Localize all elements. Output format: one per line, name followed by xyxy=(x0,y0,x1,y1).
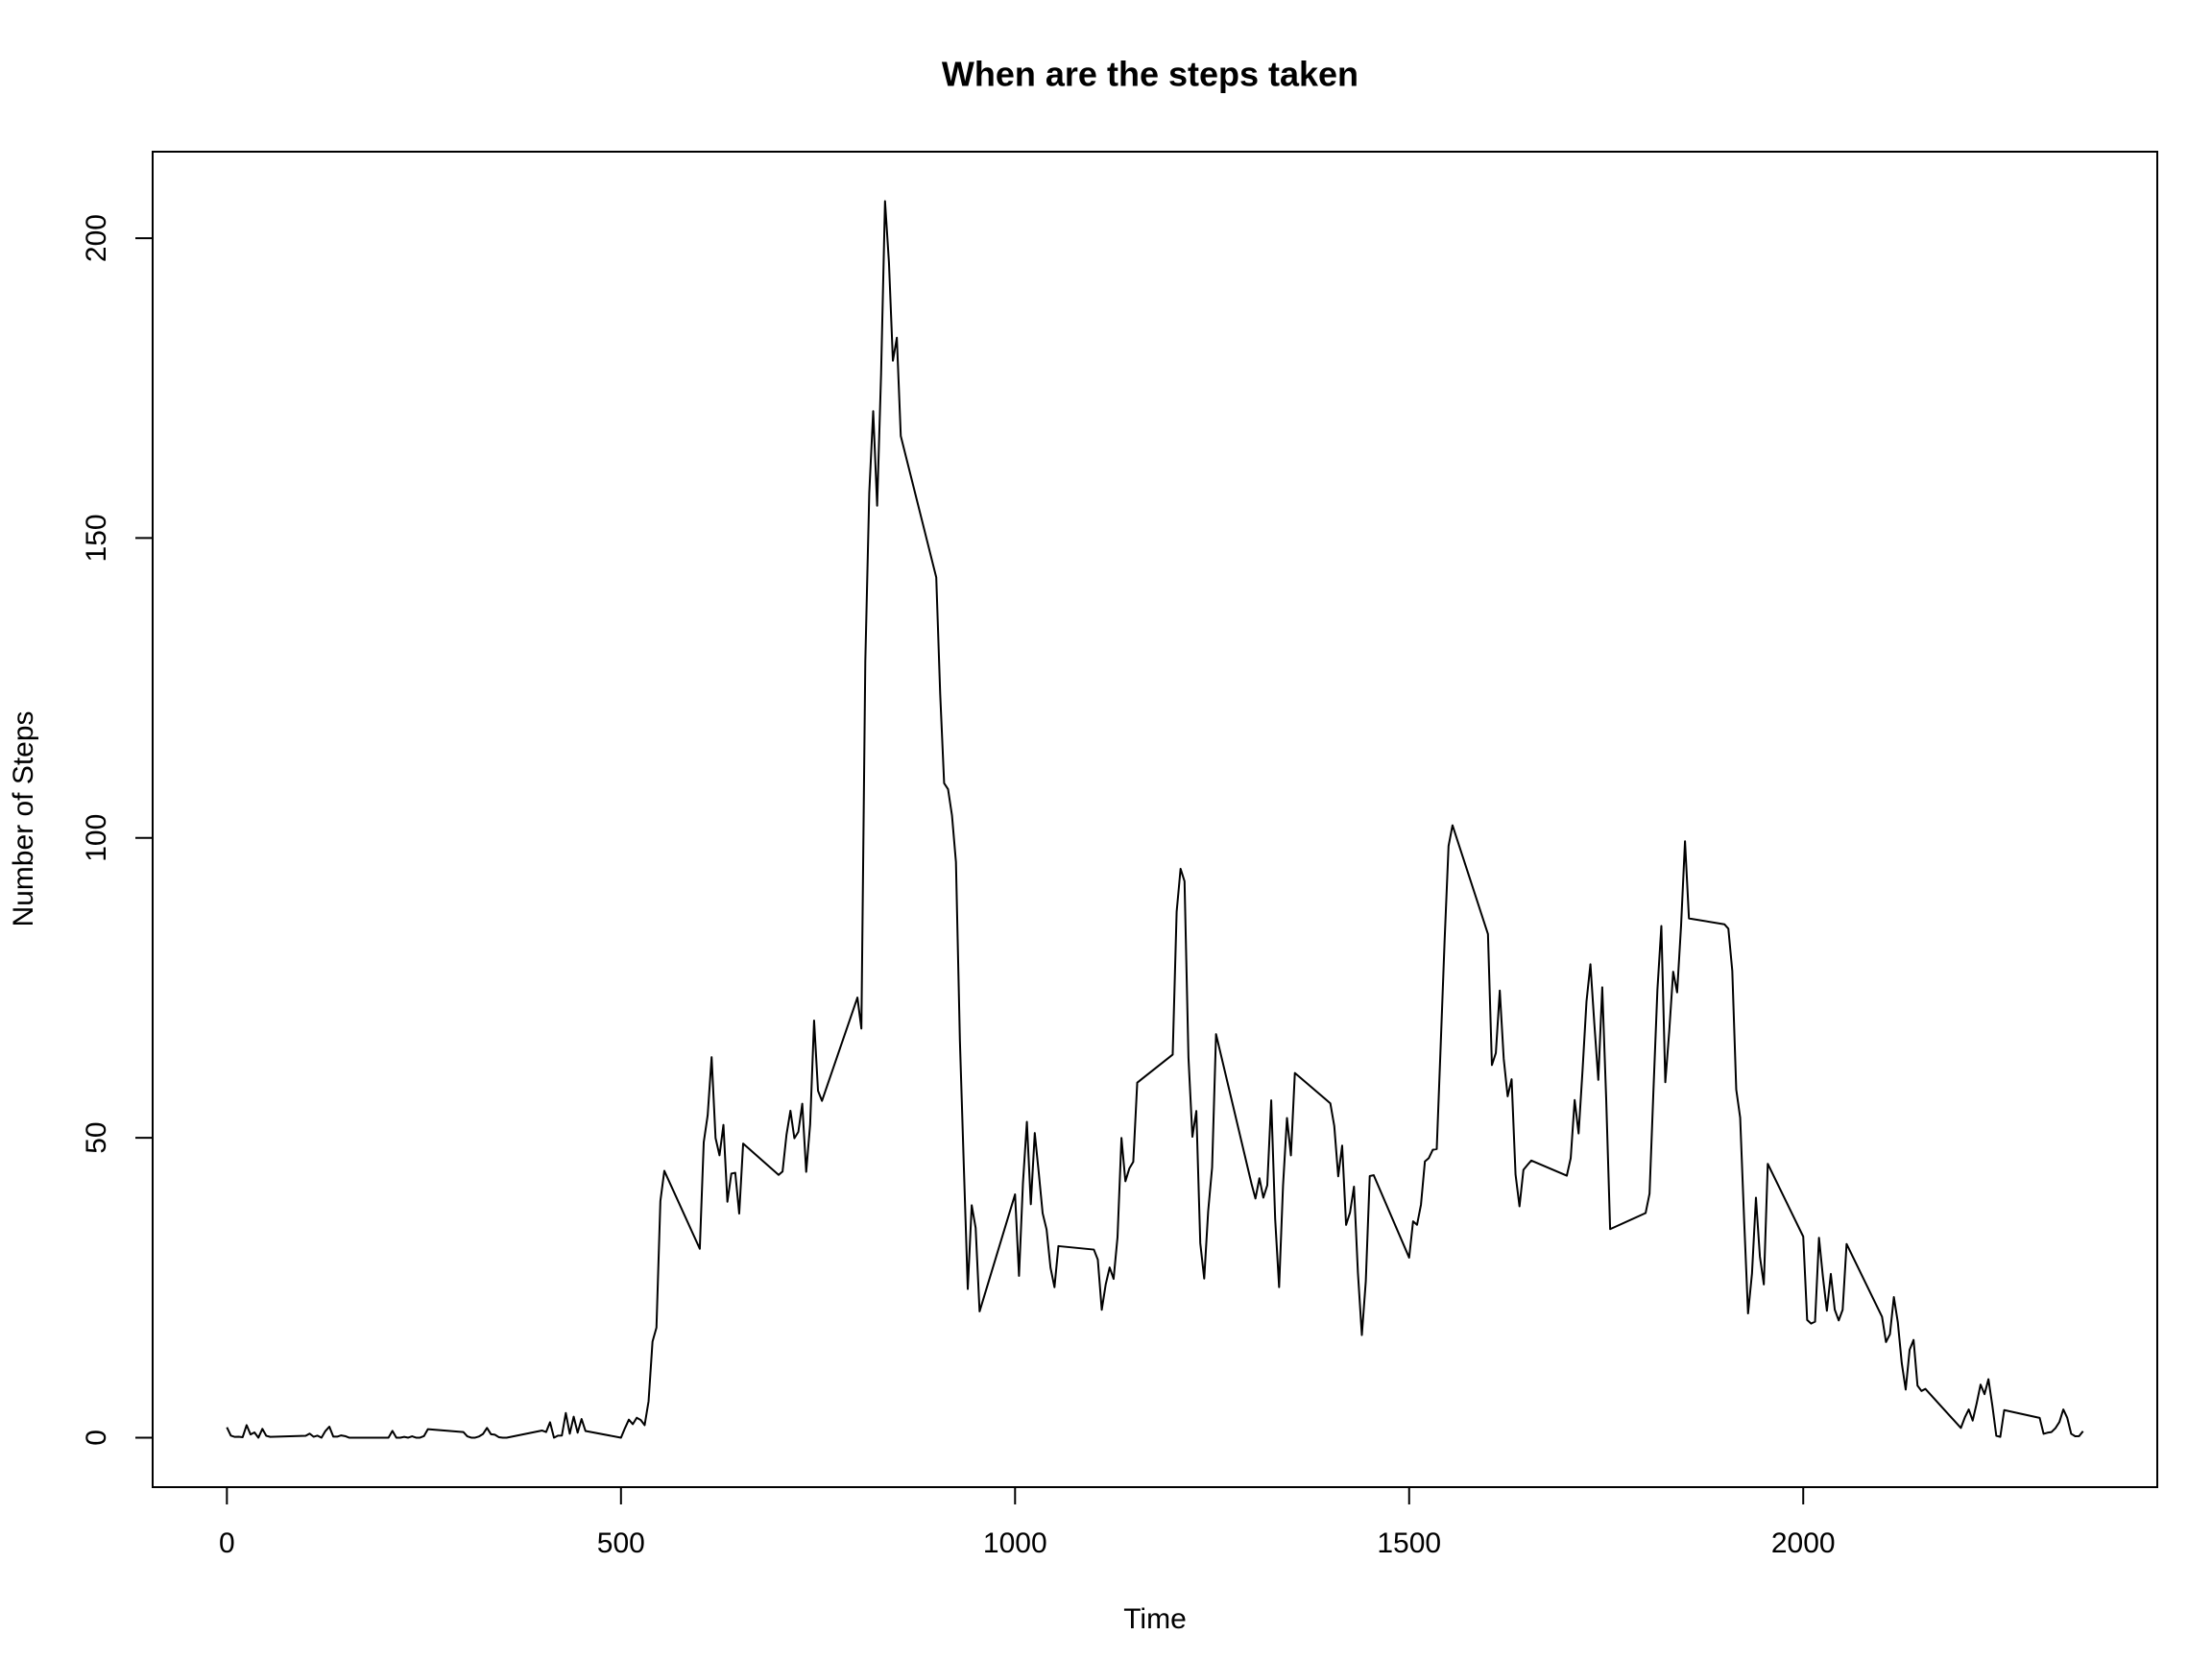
x-tick-label: 500 xyxy=(597,1527,645,1559)
chart-title: When are the steps taken xyxy=(942,55,1358,94)
x-tick-label: 1500 xyxy=(1377,1527,1441,1559)
y-tick-label: 100 xyxy=(81,814,112,862)
x-tick-label: 2000 xyxy=(1771,1527,1836,1559)
data-line xyxy=(226,200,2084,1439)
y-tick-label: 0 xyxy=(81,1430,112,1446)
y-tick-label: 150 xyxy=(81,514,112,562)
y-tick-label: 200 xyxy=(81,214,112,262)
x-tick-label: 0 xyxy=(219,1527,235,1559)
x-axis-label: Time xyxy=(1123,1603,1187,1635)
y-tick-label: 50 xyxy=(81,1121,112,1153)
x-tick-label: 1000 xyxy=(983,1527,1047,1559)
y-axis-label: Number of Steps xyxy=(8,710,39,926)
